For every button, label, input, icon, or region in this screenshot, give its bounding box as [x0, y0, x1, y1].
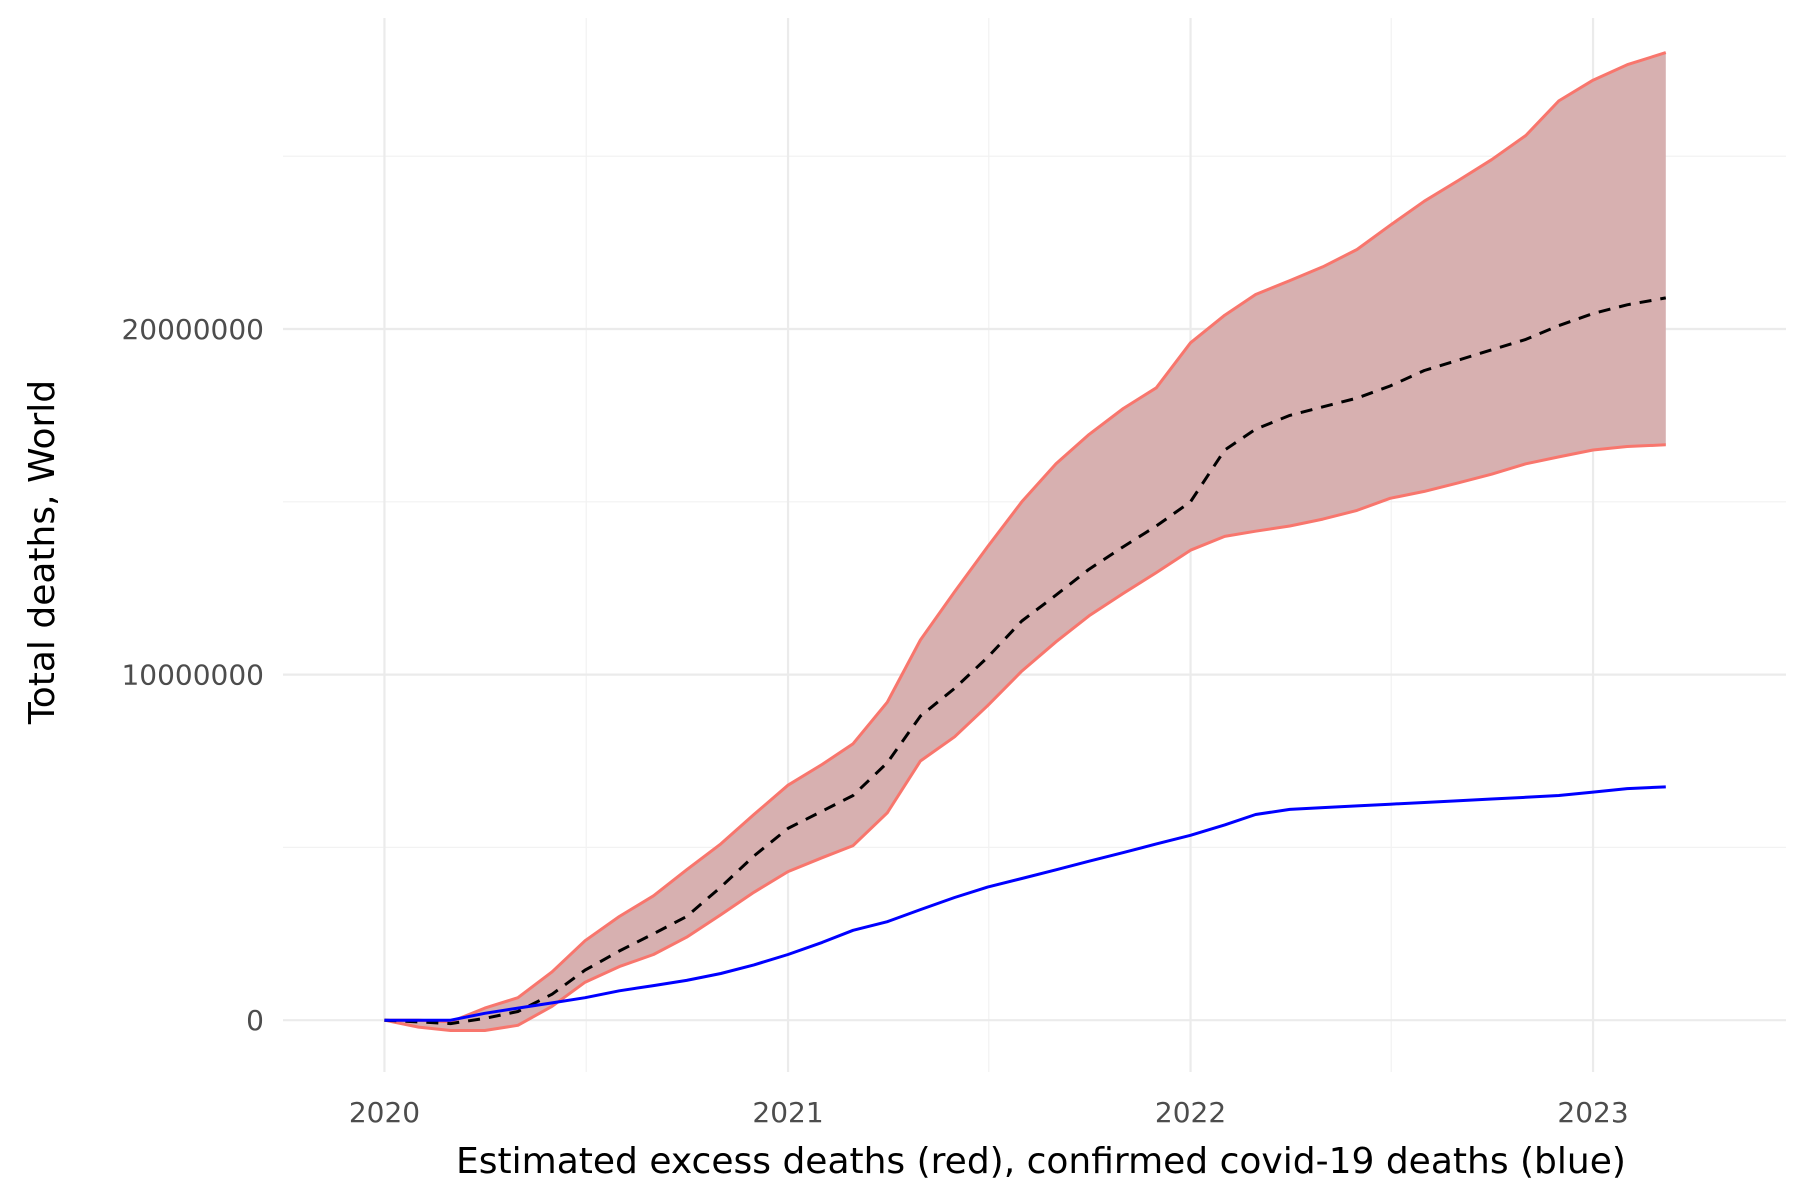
x-tick-label: 2020: [349, 1096, 420, 1129]
band-area: [384, 52, 1666, 1031]
y-tick-label: 10000000: [121, 659, 264, 692]
x-tick-label: 2021: [752, 1096, 823, 1129]
x-tick-label: 2023: [1557, 1096, 1628, 1129]
y-tick-label: 20000000: [121, 313, 264, 346]
tick-labels: 2020 2021 2022 2023 0 10000000 20000000: [121, 313, 1628, 1129]
band-upper-line: [384, 51, 1667, 1024]
y-tick-label: 0: [246, 1004, 264, 1037]
x-tick-label: 2022: [1155, 1096, 1226, 1129]
excess-deaths-band: [384, 51, 1667, 1032]
y-axis-title: Total deaths, World: [22, 380, 63, 725]
grid: [283, 18, 1786, 1072]
band-lower-line: [384, 443, 1666, 1032]
series-lines: [384, 296, 1667, 1026]
central-estimate-line: [384, 296, 1667, 1026]
x-axis-title: Estimated excess deaths (red), confirmed…: [456, 1141, 1626, 1182]
confirmed-deaths-line: [384, 785, 1666, 1022]
